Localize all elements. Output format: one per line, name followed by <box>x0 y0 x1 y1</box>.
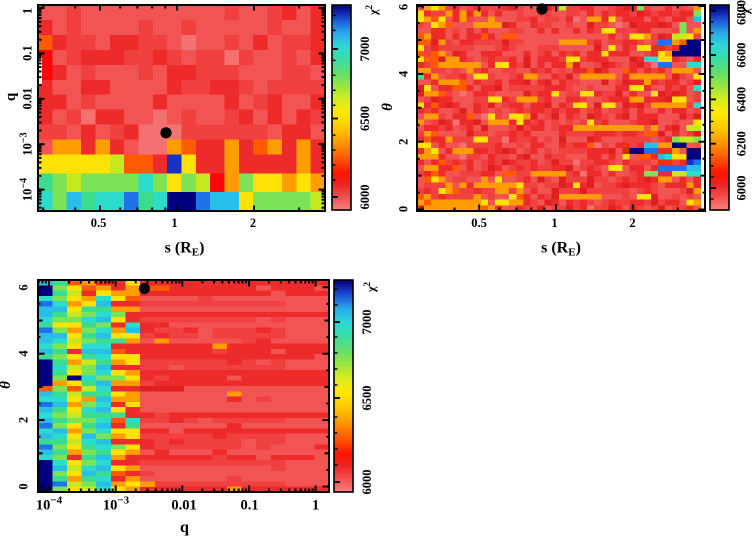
svg-text:2: 2 <box>397 139 411 145</box>
svg-text:7000: 7000 <box>360 310 374 335</box>
svg-text:q: q <box>180 519 189 536</box>
svg-text:0.1: 0.1 <box>240 498 258 514</box>
svg-text:6200: 6200 <box>735 131 749 156</box>
svg-text:2: 2 <box>17 417 31 423</box>
svg-text:0: 0 <box>17 483 31 489</box>
svg-text:0.1: 0.1 <box>21 45 35 61</box>
svg-text:1: 1 <box>171 216 177 230</box>
svg-text:χ2: χ2 <box>736 3 752 15</box>
svg-text:0.01: 0.01 <box>21 88 35 110</box>
svg-text:0.5: 0.5 <box>471 216 487 230</box>
svg-text:7000: 7000 <box>358 37 372 62</box>
svg-text:θ: θ <box>0 381 14 389</box>
svg-text:6500: 6500 <box>358 106 372 131</box>
svg-text:s (RE): s (RE) <box>165 240 205 259</box>
svg-text:θ: θ <box>380 103 396 111</box>
svg-text:6000: 6000 <box>735 176 749 201</box>
svg-text:6600: 6600 <box>735 43 749 68</box>
svg-text:6800: 6800 <box>735 0 749 25</box>
svg-text:0: 0 <box>397 206 411 212</box>
svg-text:0.01: 0.01 <box>171 498 196 514</box>
svg-text:6000: 6000 <box>358 185 372 210</box>
svg-text:4: 4 <box>17 350 31 357</box>
svg-text:χ2: χ2 <box>364 4 380 16</box>
svg-text:6: 6 <box>397 4 411 10</box>
svg-text:q: q <box>3 92 19 101</box>
svg-text:0.5: 0.5 <box>91 216 107 230</box>
svg-text:6: 6 <box>17 284 31 290</box>
svg-text:4: 4 <box>397 70 411 77</box>
svg-text:1: 1 <box>551 216 557 230</box>
svg-text:χ2: χ2 <box>362 281 378 293</box>
svg-text:1: 1 <box>312 498 319 514</box>
svg-text:6000: 6000 <box>360 470 374 495</box>
svg-text:2: 2 <box>629 216 635 230</box>
svg-text:1: 1 <box>21 8 35 14</box>
svg-text:s (RE): s (RE) <box>541 240 581 259</box>
svg-text:6400: 6400 <box>735 87 749 112</box>
svg-text:6500: 6500 <box>360 386 374 411</box>
svg-text:2: 2 <box>250 216 256 230</box>
